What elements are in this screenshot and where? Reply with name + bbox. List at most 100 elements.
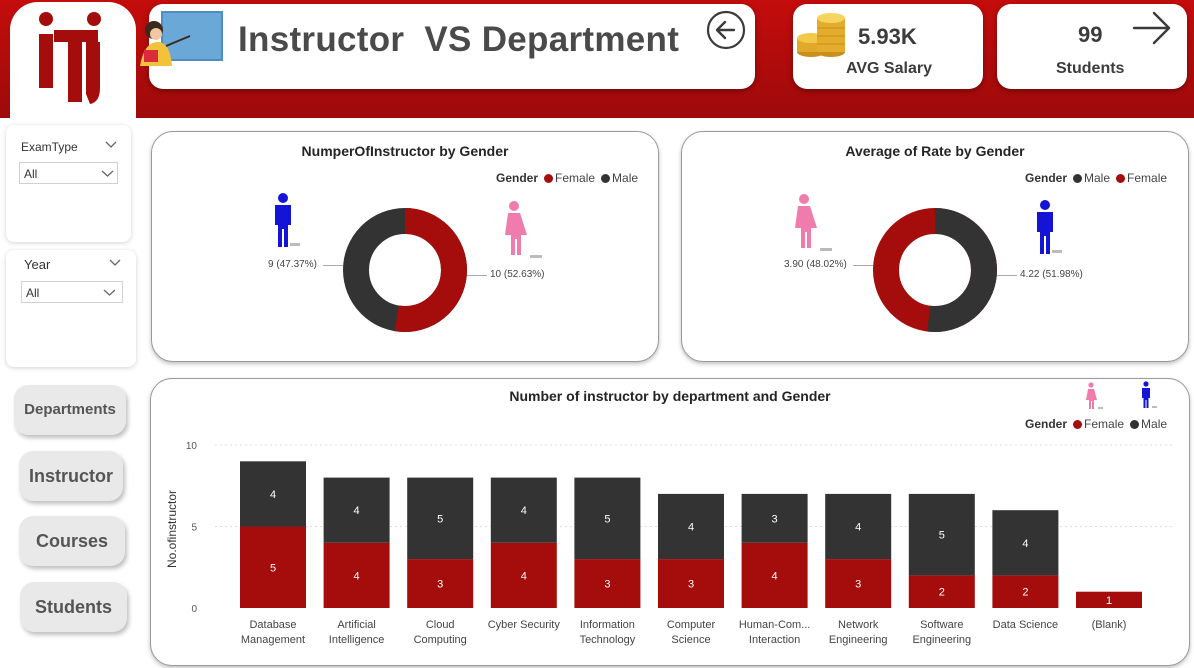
bar-value-label: 5 bbox=[270, 562, 276, 574]
instructor-nav-button[interactable]: Instructor bbox=[19, 451, 123, 501]
x-category-label: Data Science bbox=[975, 618, 1075, 633]
arrow-right-icon bbox=[1132, 11, 1171, 45]
donut2-chart bbox=[873, 208, 997, 332]
legend-male: Male bbox=[1084, 171, 1111, 185]
chevron-down-icon[interactable] bbox=[105, 141, 117, 149]
donut1-title: NumperOfInstructor by Gender bbox=[301, 143, 509, 159]
departments-nav-button[interactable]: Departments bbox=[14, 385, 126, 435]
legend-female: Female bbox=[555, 171, 596, 185]
year-value: All bbox=[26, 286, 40, 300]
donut1-male-label: 9 (47.37%) bbox=[268, 259, 317, 270]
donut2-male-label: 4.22 (51.98%) bbox=[1020, 269, 1083, 280]
teacher-illustration-icon bbox=[132, 8, 228, 70]
bar-female[interactable] bbox=[323, 542, 390, 608]
x-category-label: Database Management bbox=[223, 618, 323, 648]
barchart-x-axis: Database Management Artificial Intelligence… bbox=[150, 618, 1190, 658]
x-category-label: Software Engineering bbox=[892, 618, 992, 648]
bar-male[interactable] bbox=[240, 461, 306, 527]
exam-type-title: ExamType bbox=[21, 140, 78, 154]
barchart-plot: 0 5 10 5 4 4 4 3 5 4 4 3 5 3 4 4 3 3 4 2 5 2 4 1 bbox=[186, 441, 1175, 615]
iti-logo bbox=[10, 2, 136, 118]
female-icon bbox=[795, 194, 832, 251]
bar-value-label: 4 bbox=[688, 522, 694, 534]
bar-female[interactable] bbox=[825, 559, 892, 608]
bar-male[interactable] bbox=[407, 477, 474, 560]
bar-value-label: 2 bbox=[939, 587, 945, 599]
bar-female[interactable] bbox=[658, 559, 724, 608]
bar-female[interactable] bbox=[240, 526, 306, 609]
x-category-label: Cloud Computing bbox=[390, 618, 490, 648]
students-card bbox=[997, 4, 1187, 89]
bar-female[interactable] bbox=[490, 542, 557, 608]
bar-value-label: 3 bbox=[855, 579, 861, 591]
male-icon bbox=[1037, 200, 1062, 254]
bar-value-label: 5 bbox=[437, 513, 443, 525]
y-tick-label: 5 bbox=[191, 523, 197, 534]
bar-value-label: 3 bbox=[688, 579, 694, 591]
bar-male[interactable] bbox=[490, 477, 557, 543]
x-category-label: Artificial Intelligence bbox=[307, 618, 407, 648]
back-button[interactable] bbox=[706, 10, 746, 50]
x-category-label-line: Engineering bbox=[828, 634, 888, 646]
donut2-title: Average of Rate by Gender bbox=[845, 143, 1025, 159]
bar-value-label: 3 bbox=[437, 579, 443, 591]
x-category-label: Cyber Security bbox=[474, 618, 574, 633]
bar-value-label: 1 bbox=[1106, 595, 1112, 607]
leader-line bbox=[323, 265, 343, 266]
leader-line bbox=[467, 275, 487, 276]
chevron-down-icon bbox=[103, 289, 116, 296]
legend-female: Female bbox=[1127, 171, 1168, 185]
bar-female[interactable] bbox=[908, 575, 975, 608]
bar-female[interactable] bbox=[574, 559, 641, 608]
male-icon bbox=[275, 193, 300, 247]
page-title: Instructor VS Department bbox=[238, 20, 680, 59]
bar-male[interactable] bbox=[992, 510, 1059, 576]
bar-female[interactable] bbox=[992, 575, 1059, 608]
x-category-label-line: Intelligence bbox=[328, 634, 385, 646]
x-category-label: Information Technology bbox=[557, 618, 657, 648]
legend-title: Gender bbox=[1025, 417, 1068, 431]
bar-value-label: 4 bbox=[521, 505, 527, 517]
avg-salary-label: AVG Salary bbox=[846, 60, 932, 77]
x-category-label-line: Cyber Security bbox=[487, 619, 560, 631]
courses-nav-button[interactable]: Courses bbox=[19, 516, 125, 566]
arrow-left-circle-icon bbox=[706, 10, 746, 50]
bar-male[interactable] bbox=[658, 493, 724, 560]
donut2-legend: Gender Male Female bbox=[1025, 171, 1167, 185]
bar-male[interactable] bbox=[574, 477, 641, 560]
legend-male: Male bbox=[1141, 417, 1168, 431]
chevron-down-icon bbox=[101, 170, 114, 177]
x-category-label-line: Computer bbox=[666, 619, 716, 631]
bar-female[interactable] bbox=[741, 542, 808, 608]
bar-female[interactable] bbox=[1076, 591, 1142, 608]
donut2-male-slice bbox=[873, 208, 997, 332]
donut1-female-slice bbox=[343, 208, 467, 332]
bar-female[interactable] bbox=[407, 559, 474, 608]
bar-male[interactable] bbox=[908, 493, 975, 576]
legend-male: Male bbox=[612, 171, 639, 185]
bar-value-label: 3 bbox=[604, 579, 610, 591]
chevron-down-icon[interactable] bbox=[109, 259, 121, 267]
legend-female: Female bbox=[1084, 417, 1125, 431]
bar-male[interactable] bbox=[741, 493, 808, 543]
x-category-label-line: Management bbox=[240, 634, 306, 646]
avg-salary-value: 5.93K bbox=[858, 24, 917, 49]
next-button[interactable] bbox=[1132, 8, 1172, 48]
x-category-label-line: Science bbox=[671, 634, 711, 646]
exam-type-dropdown[interactable]: All bbox=[19, 162, 118, 184]
legend-title: Gender bbox=[496, 171, 539, 185]
x-category-label: Computer Science bbox=[641, 618, 741, 648]
year-dropdown[interactable]: All bbox=[21, 281, 123, 303]
x-category-label-line: Information bbox=[579, 619, 635, 631]
bar-male[interactable] bbox=[323, 477, 390, 543]
y-tick-label: 10 bbox=[186, 441, 198, 452]
barchart-title: Number of instructor by department and G… bbox=[509, 388, 831, 404]
students-nav-button[interactable]: Students bbox=[20, 582, 127, 632]
bar-value-label: 4 bbox=[855, 522, 861, 534]
x-category-label: Human-Com... Interaction bbox=[725, 618, 825, 648]
x-category-label-line: Database bbox=[249, 619, 297, 631]
bar-male[interactable] bbox=[825, 493, 892, 560]
bar-value-label: 4 bbox=[270, 489, 276, 501]
donut1-female-label: 10 (52.63%) bbox=[490, 269, 545, 280]
coins-icon bbox=[795, 8, 851, 60]
